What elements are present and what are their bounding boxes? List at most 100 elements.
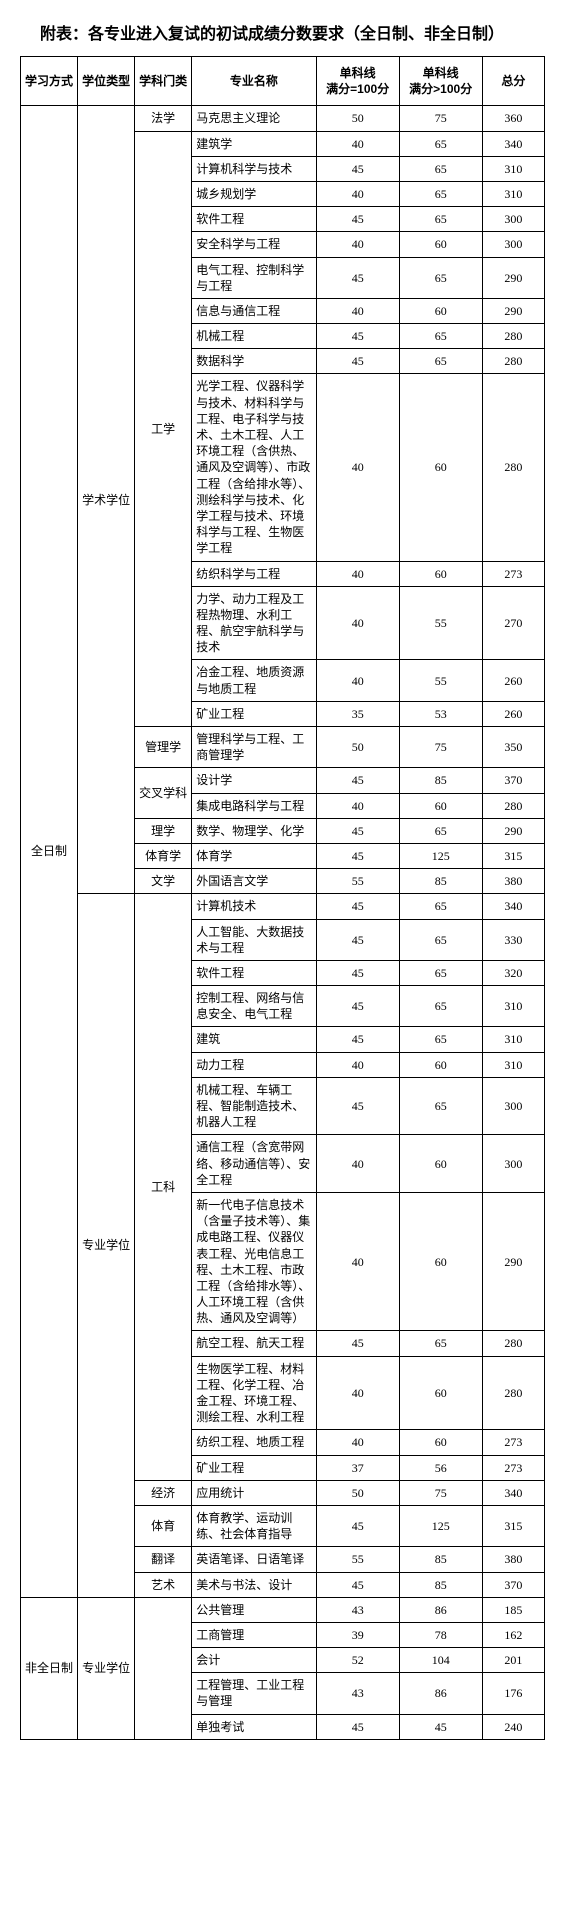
major-name: 生物医学工程、材料工程、化学工程、冶金工程、环境工程、测绘工程、水利工程 <box>192 1356 317 1430</box>
total-score: 162 <box>482 1622 544 1647</box>
single-score: 40 <box>316 561 399 586</box>
single-score: 65 <box>399 1331 482 1356</box>
single-score: 125 <box>399 843 482 868</box>
single-score: 45 <box>316 207 399 232</box>
total-score: 340 <box>482 131 544 156</box>
single-score: 60 <box>399 561 482 586</box>
single-score: 60 <box>399 232 482 257</box>
total-score: 201 <box>482 1648 544 1673</box>
single-score: 86 <box>399 1673 482 1714</box>
category-cell: 体育学 <box>135 843 192 868</box>
single-score: 45 <box>316 1331 399 1356</box>
major-name: 信息与通信工程 <box>192 298 317 323</box>
total-score: 290 <box>482 1192 544 1331</box>
single-score: 45 <box>316 257 399 298</box>
single-score: 40 <box>316 586 399 660</box>
major-name: 会计 <box>192 1648 317 1673</box>
single-score: 40 <box>316 1052 399 1077</box>
total-score: 300 <box>482 1135 544 1193</box>
major-name: 设计学 <box>192 768 317 793</box>
major-name: 安全科学与工程 <box>192 232 317 257</box>
single-score: 39 <box>316 1622 399 1647</box>
category-cell: 翻译 <box>135 1547 192 1572</box>
major-name: 新一代电子信息技术（含量子技术等）、集成电路工程、仪器仪表工程、光电信息工程、土… <box>192 1192 317 1331</box>
total-score: 360 <box>482 106 544 131</box>
single-score: 50 <box>316 727 399 768</box>
total-score: 185 <box>482 1597 544 1622</box>
h-s2: 单科线 满分>100分 <box>399 57 482 106</box>
total-score: 280 <box>482 374 544 561</box>
single-score: 65 <box>399 207 482 232</box>
total-score: 273 <box>482 1455 544 1480</box>
single-score: 85 <box>399 1572 482 1597</box>
single-score: 45 <box>316 986 399 1027</box>
h-mode: 学习方式 <box>21 57 78 106</box>
score-table: 学习方式 学位类型 学科门类 专业名称 单科线 满分=100分 单科线 满分>1… <box>20 56 545 1740</box>
single-score: 50 <box>316 106 399 131</box>
major-name: 矿业工程 <box>192 1455 317 1480</box>
total-score: 240 <box>482 1714 544 1739</box>
single-score: 45 <box>316 818 399 843</box>
total-score: 310 <box>482 156 544 181</box>
single-score: 65 <box>399 257 482 298</box>
single-score: 40 <box>316 1192 399 1331</box>
single-score: 45 <box>316 1505 399 1546</box>
category-cell: 交叉学科 <box>135 768 192 818</box>
major-name: 工商管理 <box>192 1622 317 1647</box>
single-score: 55 <box>399 586 482 660</box>
major-name: 城乡规划学 <box>192 181 317 206</box>
major-name: 计算机科学与技术 <box>192 156 317 181</box>
single-score: 40 <box>316 660 399 701</box>
table-row: 全日制学术学位法学马克思主义理论5075360 <box>21 106 545 131</box>
total-score: 315 <box>482 843 544 868</box>
single-score: 40 <box>316 298 399 323</box>
single-score: 65 <box>399 919 482 960</box>
total-score: 310 <box>482 986 544 1027</box>
total-score: 340 <box>482 894 544 919</box>
category-cell: 体育 <box>135 1505 192 1546</box>
total-score: 340 <box>482 1480 544 1505</box>
h-name: 专业名称 <box>192 57 317 106</box>
single-score: 65 <box>399 1027 482 1052</box>
total-score: 273 <box>482 561 544 586</box>
single-score: 37 <box>316 1455 399 1480</box>
total-score: 310 <box>482 1027 544 1052</box>
major-name: 外国语言文学 <box>192 869 317 894</box>
single-score: 45 <box>316 349 399 374</box>
single-score: 35 <box>316 701 399 726</box>
major-name: 应用统计 <box>192 1480 317 1505</box>
major-name: 计算机技术 <box>192 894 317 919</box>
major-name: 通信工程（含宽带网络、移动通信等）、安全工程 <box>192 1135 317 1193</box>
category-cell: 法学 <box>135 106 192 131</box>
single-score: 78 <box>399 1622 482 1647</box>
single-score: 65 <box>399 156 482 181</box>
single-score: 85 <box>399 869 482 894</box>
major-name: 力学、动力工程及工程热物理、水利工程、航空宇航科学与技术 <box>192 586 317 660</box>
major-name: 数据科学 <box>192 349 317 374</box>
single-score: 45 <box>399 1714 482 1739</box>
single-score: 52 <box>316 1648 399 1673</box>
total-score: 290 <box>482 257 544 298</box>
h-s1: 单科线 满分=100分 <box>316 57 399 106</box>
page-title: 附表：各专业进入复试的初试成绩分数要求（全日制、非全日制） <box>40 20 545 44</box>
major-name: 建筑学 <box>192 131 317 156</box>
total-score: 290 <box>482 298 544 323</box>
total-score: 280 <box>482 349 544 374</box>
single-score: 86 <box>399 1597 482 1622</box>
major-name: 建筑 <box>192 1027 317 1052</box>
single-score: 40 <box>316 1135 399 1193</box>
total-score: 380 <box>482 869 544 894</box>
single-score: 56 <box>399 1455 482 1480</box>
major-name: 机械工程、车辆工程、智能制造技术、机器人工程 <box>192 1077 317 1135</box>
major-name: 美术与书法、设计 <box>192 1572 317 1597</box>
total-score: 280 <box>482 324 544 349</box>
single-score: 55 <box>399 660 482 701</box>
major-name: 纺织工程、地质工程 <box>192 1430 317 1455</box>
single-score: 65 <box>399 131 482 156</box>
single-score: 104 <box>399 1648 482 1673</box>
degree-cell: 专业学位 <box>78 894 135 1597</box>
total-score: 370 <box>482 1572 544 1597</box>
single-score: 40 <box>316 1356 399 1430</box>
major-name: 矿业工程 <box>192 701 317 726</box>
total-score: 260 <box>482 701 544 726</box>
